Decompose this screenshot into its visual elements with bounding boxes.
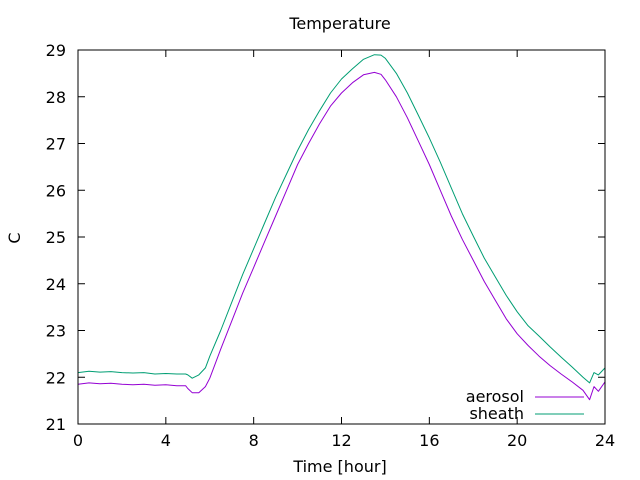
y-axis-label: C (5, 232, 24, 243)
series-line-sheath (77, 54, 606, 384)
x-axis-label: Time [hour] (292, 457, 386, 476)
y-tick-label: 28 (46, 88, 66, 107)
x-tick-label: 20 (507, 431, 527, 450)
legend-label-sheath: sheath (469, 404, 524, 423)
y-tick-label: 29 (46, 41, 66, 60)
x-tick-label: 12 (331, 431, 351, 450)
y-tick-label: 27 (46, 135, 66, 154)
y-tick-label: 26 (46, 181, 66, 200)
y-tick-label: 22 (46, 368, 66, 387)
tick-layer: 0 4 8 12 16 20 24 21 22 23 24 25 26 27 28 29 (46, 41, 616, 450)
series-layer (77, 54, 606, 401)
series-line-aerosol (77, 71, 606, 401)
legend-label-aerosol: aerosol (466, 387, 524, 406)
chart-title: Temperature (288, 14, 390, 33)
y-tick-label: 25 (46, 228, 66, 247)
x-tick-label: 24 (595, 431, 615, 450)
x-tick-label: 16 (419, 431, 439, 450)
y-tick-label: 24 (46, 275, 66, 294)
x-tick-label: 4 (161, 431, 171, 450)
y-tick-label: 23 (46, 322, 66, 341)
plot-frame (77, 49, 606, 425)
y-tick-label: 21 (46, 415, 66, 434)
x-tick-label: 8 (249, 431, 259, 450)
x-tick-label: 0 (73, 431, 83, 450)
